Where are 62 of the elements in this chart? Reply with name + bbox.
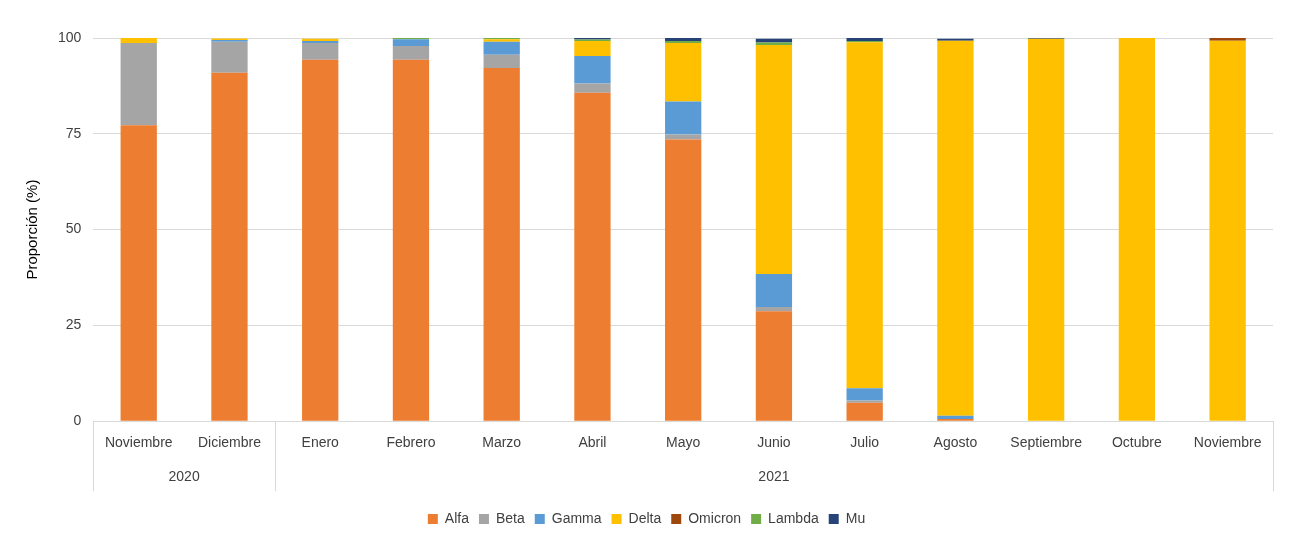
legend-label: Delta xyxy=(628,509,662,526)
bar xyxy=(1209,38,1246,41)
x-tick-label: Agosto xyxy=(933,434,978,451)
bar xyxy=(755,38,793,43)
x-tick-label: Noviembre xyxy=(104,434,173,451)
x-tick-label: Diciembre xyxy=(197,434,262,451)
bar xyxy=(846,402,883,421)
y-tick-label: 75 xyxy=(65,124,82,141)
bar xyxy=(1209,40,1246,421)
bar xyxy=(483,67,520,421)
bar xyxy=(211,41,248,73)
x-tick-label: Octubre xyxy=(1111,434,1162,451)
bar xyxy=(302,59,339,421)
text: 2021 xyxy=(758,468,790,485)
bar xyxy=(302,42,339,60)
bar xyxy=(665,42,702,102)
y-tick-label: 25 xyxy=(65,316,82,333)
x-tick-label: Febrero xyxy=(386,434,436,451)
bar xyxy=(665,134,702,140)
bar xyxy=(483,54,520,68)
bar xyxy=(1118,38,1156,421)
legend-label: Alfa xyxy=(444,509,470,526)
y-tick-label: 0 xyxy=(73,412,82,429)
bar xyxy=(574,56,611,84)
x-tick-label: Julio xyxy=(850,434,880,451)
x-tick-label: Enero xyxy=(301,434,340,451)
text: 2020 xyxy=(168,468,200,485)
x-tick-label: Septiembre xyxy=(1010,434,1083,451)
bar xyxy=(937,40,974,416)
x-tick-label: Abril xyxy=(578,434,607,451)
bar xyxy=(211,72,248,421)
bar xyxy=(665,139,702,421)
bar xyxy=(574,92,611,421)
bar xyxy=(483,41,520,55)
bar xyxy=(574,83,611,93)
y-tick-label: 100 xyxy=(58,28,82,45)
legend-label: Lambda xyxy=(768,509,819,526)
x-tick-label: Mayo xyxy=(666,434,701,451)
bar xyxy=(392,46,430,60)
bar xyxy=(120,125,157,421)
bar xyxy=(1028,38,1065,421)
x-tick-label: Noviembre xyxy=(1193,434,1262,451)
legend-label: Beta xyxy=(495,509,525,526)
bar xyxy=(574,41,611,57)
bar xyxy=(846,388,883,401)
bar xyxy=(665,101,702,135)
x-tick-label: Junio xyxy=(757,434,791,451)
bar xyxy=(392,59,430,421)
bar xyxy=(755,44,793,275)
bar xyxy=(755,307,793,312)
legend-label: Omicron xyxy=(688,509,742,526)
legend-label: Mu xyxy=(845,509,866,526)
bar xyxy=(846,42,883,389)
y-tick-label: 50 xyxy=(65,220,82,237)
x-tick-label: Marzo xyxy=(482,434,522,451)
bar xyxy=(120,38,157,43)
legend-label: Gamma xyxy=(551,509,602,526)
bar xyxy=(392,39,430,47)
bar xyxy=(755,274,793,308)
bar xyxy=(120,42,157,126)
bar xyxy=(755,311,793,421)
y-axis-title: Proporción (%) xyxy=(23,179,41,280)
